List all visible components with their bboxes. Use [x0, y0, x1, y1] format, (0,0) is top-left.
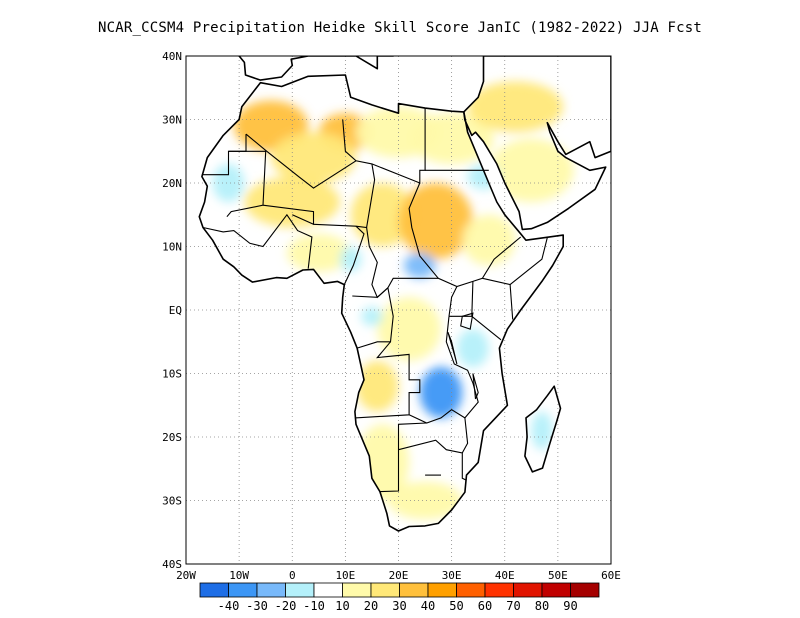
map-frame	[185, 55, 612, 565]
colorbar-label: 60	[478, 599, 492, 613]
lat-tick-label: 10S	[162, 368, 182, 381]
negative-skill-region	[419, 367, 463, 418]
negative-skill-region	[456, 329, 489, 368]
colorbar-swatch	[256, 582, 286, 598]
colorbar-swatch	[313, 582, 343, 598]
colorbar-label: 30	[392, 599, 406, 613]
country-border	[354, 341, 421, 419]
colorbar-label: 10	[335, 599, 349, 613]
lat-tick-label: 20S	[162, 431, 182, 444]
colorbar-label: -30	[246, 599, 268, 613]
positive-skill-region	[377, 297, 441, 361]
lon-tick-label: 20W	[176, 569, 196, 582]
positive-skill-region	[244, 176, 341, 228]
lake-outline	[460, 312, 474, 330]
lon-tick-label: 30E	[442, 569, 462, 582]
colorbar-swatch	[199, 582, 229, 598]
positive-skill-region	[467, 81, 564, 133]
colorbar-swatch	[399, 582, 429, 598]
colorbar-label: 70	[506, 599, 520, 613]
lat-tick-label: EQ	[169, 304, 182, 317]
colorbar-swatch	[285, 582, 315, 598]
colorbar-label: 40	[421, 599, 435, 613]
country-border	[398, 439, 467, 481]
colorbar-label: -10	[303, 599, 325, 613]
negative-skill-region	[531, 411, 553, 450]
colorbar-swatch	[427, 582, 457, 598]
lake-outline	[472, 373, 479, 400]
map-title: NCAR_CCSM4 Precipitation Heidke Skill Sc…	[97, 20, 702, 36]
lake-outline	[447, 332, 458, 365]
positive-skill-region	[488, 138, 574, 203]
lon-tick-label: 10W	[229, 569, 249, 582]
country-border	[509, 237, 548, 286]
lon-tick-label: 60E	[601, 569, 621, 582]
country-border	[202, 213, 313, 269]
positive-skill-region	[286, 233, 351, 272]
colorbar-swatch	[570, 582, 600, 598]
colorbar-swatch	[484, 582, 514, 598]
colorbar-swatch	[342, 582, 372, 598]
axis-tick-labels: 20W 10W 0 10E 20E 30E 40E 50E 60E 40N 30N 20N 10N EQ 1…	[162, 50, 621, 582]
negative-skill-region	[361, 306, 383, 326]
lat-tick-label: 40S	[162, 558, 182, 571]
colorbar-label: -40	[218, 599, 240, 613]
madagascar-coastline	[524, 385, 562, 473]
positive-skill-region	[398, 183, 473, 260]
lon-tick-label: 10E	[335, 569, 355, 582]
lon-tick-label: 20E	[389, 569, 409, 582]
colorbar-label: -20	[275, 599, 297, 613]
country-border	[379, 422, 427, 493]
country-border	[352, 286, 394, 349]
colorbar-swatch	[513, 582, 543, 598]
colorbar-swatch	[228, 582, 258, 598]
country-border	[471, 281, 474, 317]
country-border	[343, 225, 365, 285]
country-border	[408, 316, 479, 424]
country-border	[245, 133, 357, 189]
colorbar-label: 50	[449, 599, 463, 613]
colorbar-label: 80	[535, 599, 549, 613]
positive-skill-region	[387, 481, 463, 520]
africa-coastline	[198, 74, 564, 532]
country-border	[461, 417, 469, 454]
lat-tick-label: 30N	[162, 114, 182, 127]
country-border	[448, 286, 458, 317]
colorbar-swatch	[456, 582, 486, 598]
colorbar-swatch	[370, 582, 400, 598]
lat-tick-label: 40N	[162, 50, 182, 63]
lon-tick-label: 50E	[548, 569, 568, 582]
negative-skill-region	[212, 163, 245, 203]
lat-tick-label: 30S	[162, 495, 182, 508]
europe-coastline	[238, 56, 394, 81]
country-border	[449, 315, 502, 341]
lon-tick-label: 0	[289, 569, 296, 582]
colorbar-label: 20	[364, 599, 378, 613]
country-border	[262, 204, 315, 226]
lat-tick-label: 10N	[162, 241, 182, 254]
country-border	[342, 108, 426, 184]
negative-skill-region	[403, 252, 436, 279]
colorbar-label: 90	[563, 599, 577, 613]
coastlines	[198, 56, 611, 532]
colorbar-swatch	[541, 582, 571, 598]
arabia-coastline	[463, 56, 611, 231]
lat-tick-label: 20N	[162, 177, 182, 190]
lon-tick-label: 40E	[495, 569, 515, 582]
country-border	[408, 182, 522, 288]
